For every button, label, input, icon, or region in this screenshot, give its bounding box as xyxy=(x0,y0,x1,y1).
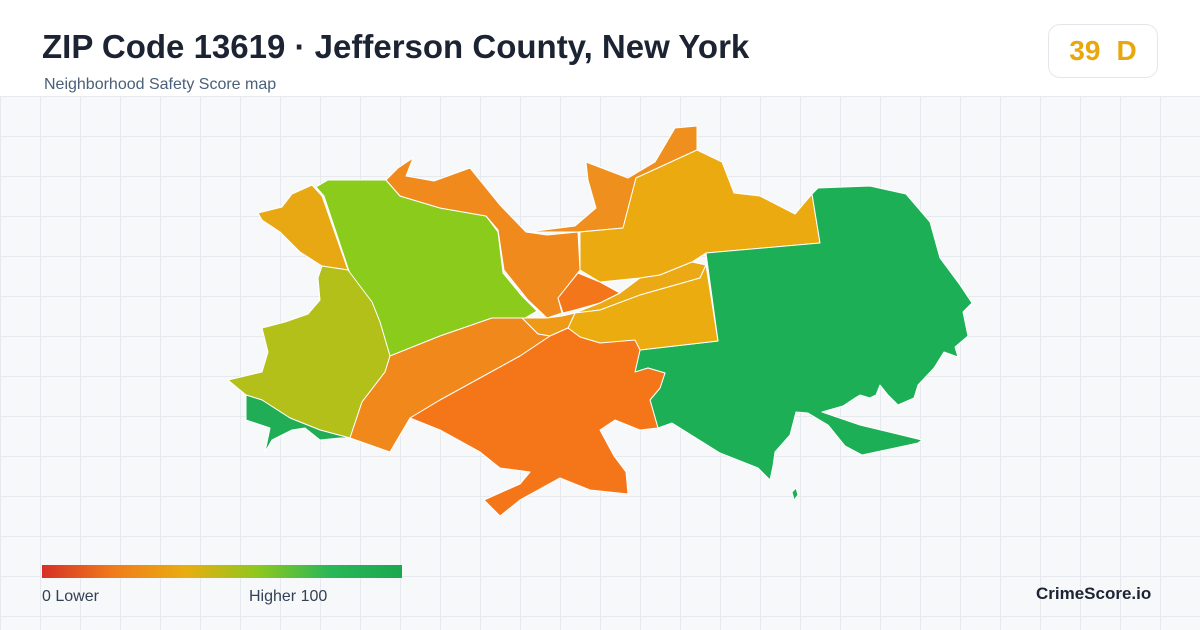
region-east-islet[interactable] xyxy=(791,487,799,501)
legend-low-label: 0 Lower xyxy=(42,588,99,605)
region-center-small[interactable] xyxy=(557,272,621,314)
header-bar: ZIP Code 13619 · Jefferson County, New Y… xyxy=(0,0,1200,96)
score-grade: D xyxy=(1116,35,1137,66)
region-southwest[interactable] xyxy=(245,394,351,453)
brand-logo-text: CrimeScore.io xyxy=(1036,584,1152,603)
legend-gradient-bar xyxy=(42,565,402,578)
page-subtitle: Neighborhood Safety Score map xyxy=(44,76,277,93)
safety-score-badge: 39 D xyxy=(1048,24,1158,78)
region-south[interactable] xyxy=(409,327,666,517)
page-title: ZIP Code 13619 · Jefferson County, New Y… xyxy=(42,28,750,65)
region-east[interactable] xyxy=(634,185,973,481)
legend-high-label: Higher 100 xyxy=(249,588,328,605)
score-value: 39 xyxy=(1069,35,1101,66)
